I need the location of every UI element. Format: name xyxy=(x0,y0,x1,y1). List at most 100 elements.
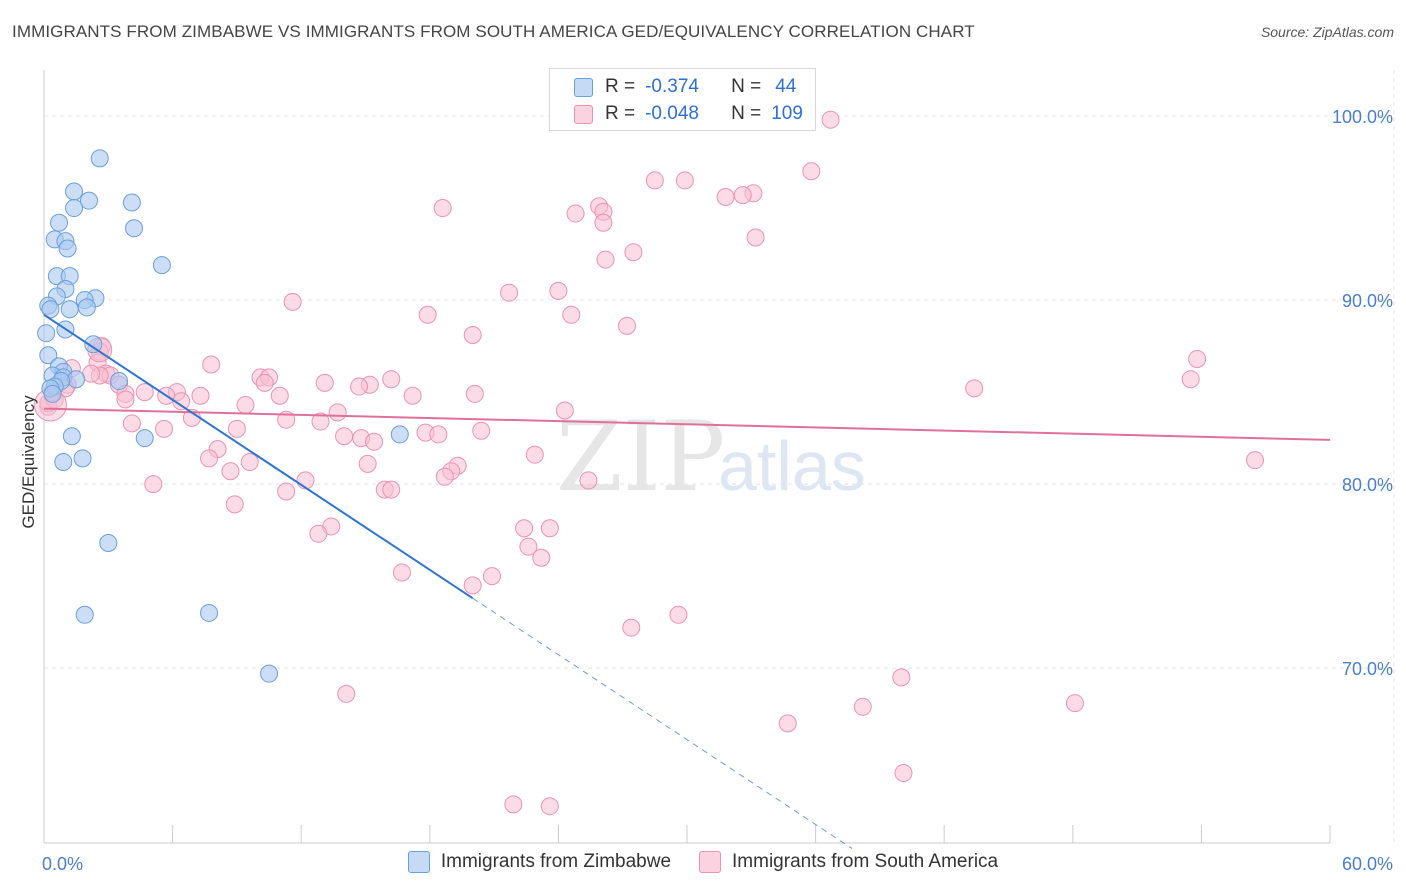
data-point-zimbabwe xyxy=(125,219,144,238)
data-point-south-america xyxy=(382,480,401,499)
data-point-south-america xyxy=(562,305,581,324)
data-point-south-america xyxy=(463,576,482,595)
data-point-zimbabwe xyxy=(99,534,118,553)
data-point-south-america xyxy=(532,548,551,567)
data-point-south-america xyxy=(225,495,244,514)
legend-swatch-south-america xyxy=(699,851,722,873)
data-point-south-america xyxy=(733,186,752,205)
legend-row-zimbabwe: R = -0.374 N = 44 xyxy=(574,76,796,98)
stats-legend: R = -0.374 N = 44 R = -0.048 N = 109 xyxy=(549,68,816,131)
data-point-zimbabwe xyxy=(73,449,92,468)
data-point-zimbabwe xyxy=(90,149,109,168)
data-point-south-america xyxy=(504,795,523,814)
data-point-zimbabwe xyxy=(80,191,99,210)
chart-title: IMMIGRANTS FROM ZIMBABWE VS IMMIGRANTS F… xyxy=(12,22,975,41)
data-point-south-america xyxy=(675,171,694,190)
data-point-south-america xyxy=(240,453,259,472)
data-point-south-america xyxy=(337,684,356,703)
data-point-south-america xyxy=(358,454,377,473)
data-point-south-america xyxy=(596,250,615,269)
series-legend: Immigrants from Zimbabwe Immigrants from… xyxy=(0,851,1406,873)
legend-item-south-america[interactable]: Immigrants from South America xyxy=(699,851,998,873)
data-point-south-america xyxy=(315,373,334,392)
y-axis-label: GED/Equivalency xyxy=(19,395,38,529)
data-point-south-america xyxy=(191,386,210,405)
legend-r-value: -0.048 xyxy=(645,103,699,124)
data-point-south-america xyxy=(328,403,347,422)
data-point-south-america xyxy=(540,519,559,538)
x-tick-label: 0.0% xyxy=(42,854,83,874)
legend-swatch-zimbabwe xyxy=(407,851,430,873)
data-point-south-america xyxy=(540,797,559,816)
legend-r-value: -0.374 xyxy=(645,76,699,97)
legend-row-south-america: R = -0.048 N = 109 xyxy=(574,103,803,125)
legend-r-label: R = xyxy=(605,103,636,124)
data-point-south-america xyxy=(853,697,872,716)
data-point-south-america xyxy=(645,171,664,190)
data-point-zimbabwe xyxy=(65,199,84,218)
data-point-south-america xyxy=(296,471,315,490)
data-point-south-america xyxy=(525,445,544,464)
legend-swatch-zimbabwe xyxy=(574,77,593,97)
data-point-south-america xyxy=(116,390,135,409)
axes xyxy=(43,70,1331,844)
watermark-zip: ZIP xyxy=(556,401,725,513)
data-point-south-america xyxy=(433,199,452,218)
data-point-south-america xyxy=(200,449,219,468)
data-point-zimbabwe xyxy=(60,300,79,319)
y-tick-label: 80.0% xyxy=(1342,475,1393,495)
data-point-south-america xyxy=(135,383,154,402)
data-point-south-america xyxy=(622,618,641,637)
data-point-zimbabwe xyxy=(152,256,171,275)
data-point-south-america xyxy=(965,379,984,398)
data-point-south-america xyxy=(669,605,688,624)
data-point-zimbabwe xyxy=(122,193,141,212)
data-point-south-america xyxy=(283,292,302,311)
data-point-zimbabwe xyxy=(62,427,81,446)
data-point-south-america xyxy=(549,281,568,300)
data-point-south-america xyxy=(566,204,585,223)
data-point-south-america xyxy=(465,384,484,403)
data-point-south-america xyxy=(1181,370,1200,389)
data-point-south-america xyxy=(392,563,411,582)
data-point-zimbabwe xyxy=(37,324,56,343)
data-point-zimbabwe xyxy=(58,239,77,258)
y-tick-label: 100.0% xyxy=(1332,107,1393,127)
data-point-south-america xyxy=(335,427,354,446)
data-point-south-america xyxy=(221,462,240,481)
data-point-south-america xyxy=(403,386,422,405)
data-point-south-america xyxy=(227,419,246,438)
data-point-south-america xyxy=(482,567,501,586)
tick-labels: 70.0% 80.0% 90.0% 100.0% 0.0% 60.0% xyxy=(42,107,1393,874)
legend-item-zimbabwe[interactable]: Immigrants from Zimbabwe xyxy=(407,851,671,873)
data-point-zimbabwe xyxy=(110,372,129,391)
data-point-south-america xyxy=(463,326,482,345)
data-point-south-america xyxy=(202,355,221,374)
data-point-south-america xyxy=(435,467,454,486)
legend-n-value: 44 xyxy=(775,76,797,97)
data-point-south-america xyxy=(255,373,274,392)
legend-label-south-america: Immigrants from South America xyxy=(732,851,999,872)
data-point-south-america xyxy=(624,243,643,262)
data-point-south-america xyxy=(82,364,101,383)
data-point-south-america xyxy=(350,377,369,396)
legend-n-label: N = xyxy=(731,76,762,97)
data-point-south-america xyxy=(579,471,598,490)
data-point-south-america xyxy=(382,370,401,389)
legend-n-label: N = xyxy=(731,103,762,124)
data-point-south-america xyxy=(716,187,735,206)
trend-line-zimbabwe-extension xyxy=(472,597,853,849)
data-point-south-america xyxy=(555,401,574,420)
data-point-south-america xyxy=(429,425,448,444)
data-point-zimbabwe xyxy=(50,213,69,232)
data-point-south-america xyxy=(802,162,821,181)
data-point-south-america xyxy=(418,305,437,324)
data-point-south-america xyxy=(500,283,519,302)
data-point-south-america xyxy=(277,482,296,501)
x-tick-label: 60.0% xyxy=(1342,854,1393,874)
data-point-zimbabwe xyxy=(260,664,279,683)
data-point-south-america xyxy=(894,764,913,783)
data-point-zimbabwe xyxy=(200,603,219,622)
data-point-south-america xyxy=(1188,349,1207,368)
